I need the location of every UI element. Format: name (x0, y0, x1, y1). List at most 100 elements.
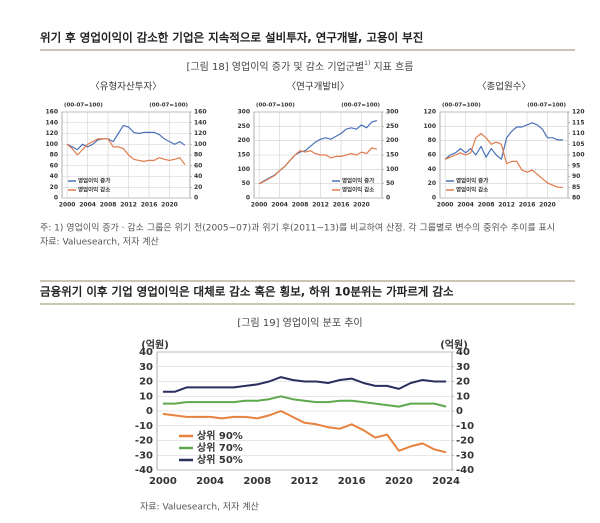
chart-title: 〈유형자산투자〉 (90, 82, 161, 93)
y2-tick-label: 160 (194, 109, 207, 116)
series-line (66, 124, 186, 151)
y2-tick-label: 30 (456, 362, 470, 373)
y2-tick-label: 110 (572, 130, 585, 137)
y2-tick-label: 60 (194, 162, 202, 169)
y2-tick-label: 100 (194, 141, 207, 148)
figure-source: 자료: Valuesearch, 저자 계산 (40, 236, 159, 248)
x-tick-label: 2000 (251, 202, 268, 209)
y-tick-label: 120 (423, 109, 436, 116)
legend-label: 영업이익 감소 (456, 186, 488, 194)
y2-tick-label: -10 (456, 421, 474, 432)
x-tick-label: 2008 (292, 202, 309, 209)
y-tick-label: -30 (135, 450, 153, 461)
y-tick-label: 10 (139, 391, 153, 402)
y-axis-label: (억원) (141, 338, 169, 351)
y2-tick-label: 95 (572, 162, 580, 169)
section-heading: 금융위기 이후 기업 영업이익은 대체로 감소 혹은 횡보, 하위 10분위는 … (40, 285, 454, 299)
y2-tick-label: 115 (572, 119, 585, 126)
y2-tick-label: 100 (572, 152, 585, 159)
y2-tick-label: 0 (386, 195, 390, 202)
y2-tick-label: 250 (386, 123, 399, 130)
y-tick-label: 20 (50, 184, 58, 191)
y-tick-label: 50 (242, 180, 250, 187)
x-tick-label: 2004 (79, 202, 96, 209)
y2-tick-label: 40 (194, 173, 202, 180)
figure-title: [그림 18] 영업이익 증가 및 감소 기업군별1) 지표 흐름 (187, 60, 414, 74)
series-line (258, 147, 378, 185)
y2-tick-label: 120 (194, 130, 207, 137)
y-tick-label: 250 (237, 123, 250, 130)
y2-tick-label: -30 (456, 450, 474, 461)
y-tick-label: 300 (237, 109, 250, 116)
y-tick-label: -10 (135, 421, 153, 432)
y2-tick-label: 150 (386, 152, 399, 159)
y-tick-label: 140 (45, 119, 58, 126)
y-tick-label: -20 (135, 436, 153, 447)
y-tick-label: 120 (45, 130, 58, 137)
y2-tick-label: 80 (194, 152, 202, 159)
y2-axis-label: (00-07=100) (149, 103, 188, 109)
x-tick-label: 2020 (385, 476, 413, 487)
x-tick-label: 2008 (100, 202, 117, 209)
figure-title-end: 지표 흐름 (370, 61, 413, 73)
series-line (444, 132, 563, 188)
x-tick-label: 2012 (291, 476, 319, 487)
y2-tick-label: 0 (194, 195, 198, 202)
legend-label: 상위 90% (197, 429, 243, 442)
y-tick-label: 0 (246, 195, 250, 202)
x-tick-label: 2008 (243, 476, 271, 487)
y-tick-label: 20 (139, 377, 153, 388)
x-tick-label: 2000 (59, 202, 76, 209)
figure-source: 자료: Valuesearch, 저자 계산 (140, 501, 259, 513)
y-tick-label: 40 (50, 173, 58, 180)
y-axis-label: (00-07=100) (256, 103, 295, 109)
figure-title: [그림 19] 영업이익 분포 추이 (237, 316, 362, 329)
y-tick-label: 150 (237, 152, 250, 159)
y-tick-label: 100 (45, 141, 58, 148)
figure-note: 주: 1) 영업이익 증가 · 감소 그룹은 위기 전(2005~07)과 위기… (40, 222, 555, 234)
figure-title-sup: 1) (364, 60, 370, 67)
x-tick-label: 2016 (141, 202, 158, 209)
legend-label: 영업이익 증가 (342, 177, 374, 185)
y2-tick-label: 20 (194, 184, 202, 191)
y2-tick-label: 105 (572, 141, 585, 148)
y-tick-label: 200 (237, 137, 250, 144)
figure-title-text: [그림 18] 영업이익 증가 및 감소 기업군별 (187, 60, 365, 73)
series-line (162, 410, 447, 454)
y-axis-label: (00-07=100) (442, 103, 481, 109)
y-tick-label: 60 (50, 162, 58, 169)
legend-label: 상위 70% (197, 441, 243, 454)
y-tick-label: 160 (45, 109, 58, 116)
series-line (162, 376, 447, 393)
y2-tick-label: 100 (386, 166, 399, 173)
y-tick-label: 0 (432, 195, 436, 202)
legend-label: 영업이익 감소 (78, 186, 110, 194)
chart-title: 〈연구개발비〉 (287, 82, 350, 93)
series-line (66, 138, 186, 166)
y2-tick-label: 90 (572, 173, 580, 180)
x-tick-label: 2020 (161, 202, 178, 209)
y2-axis-label: (00-07=100) (527, 103, 566, 109)
y-tick-label: 80 (50, 152, 58, 159)
y-tick-label: 40 (428, 166, 436, 173)
y-tick-label: -40 (135, 465, 153, 476)
x-tick-label: 2012 (312, 202, 329, 209)
x-tick-label: 2024 (432, 476, 460, 487)
x-tick-label: 2000 (437, 202, 454, 209)
y2-tick-label: 200 (386, 137, 399, 144)
series-line (444, 122, 563, 160)
x-tick-label: 2012 (498, 202, 515, 209)
x-tick-label: 2008 (478, 202, 495, 209)
x-tick-label: 2000 (149, 476, 177, 487)
y-tick-label: 100 (237, 166, 250, 173)
legend-label: 영업이익 증가 (456, 177, 488, 185)
y2-tick-label: 0 (456, 406, 463, 417)
section-heading: 위기 후 영업이익이 감소한 기업은 지속적으로 설비투자, 연구개발, 고용이… (40, 31, 423, 45)
y-tick-label: 80 (428, 137, 436, 144)
legend-label: 상위 50% (197, 453, 243, 466)
y2-tick-label: 10 (456, 391, 470, 402)
y2-tick-label: -40 (456, 465, 474, 476)
y2-tick-label: 120 (572, 109, 585, 116)
x-tick-label: 2020 (353, 202, 370, 209)
